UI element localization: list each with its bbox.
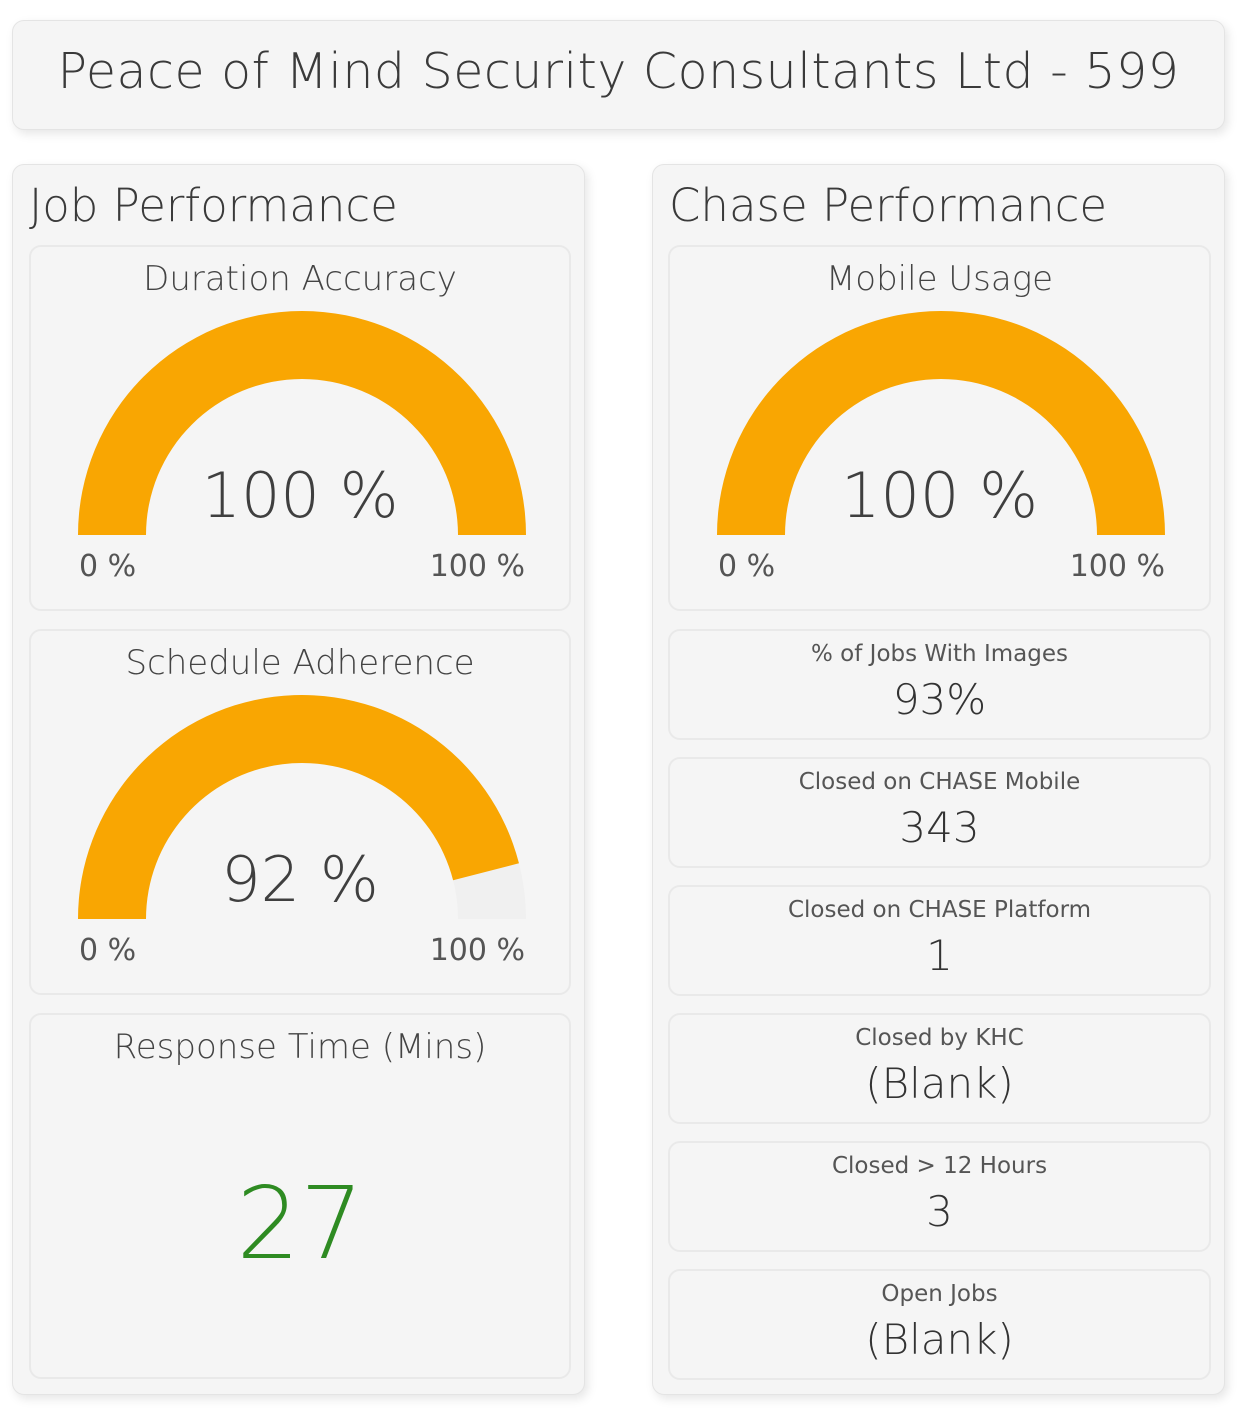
kpi-card-closed-on-chase-mobile[interactable]: Closed on CHASE Mobile 343 — [668, 757, 1211, 868]
chase-performance-title: Chase Performance — [669, 179, 1108, 232]
gauge-fill — [717, 311, 1165, 535]
schedule-adherence-title: Schedule Adherence — [125, 643, 475, 683]
mobile-usage-min-label: 0 % — [718, 549, 776, 584]
schedule-adherence-min-label: 0 % — [79, 933, 137, 968]
kpi-value: (Blank) — [865, 1315, 1014, 1364]
duration-accuracy-title: Duration Accuracy — [143, 259, 457, 299]
mobile-usage-title: Mobile Usage — [825, 259, 1054, 299]
kpi-card-closed-on-chase-platform[interactable]: Closed on CHASE Platform 1 — [668, 885, 1211, 996]
kpi-value: 343 — [899, 803, 980, 852]
response-time-title: Response Time (Mins) — [113, 1027, 487, 1067]
kpi-card-open-jobs[interactable]: Open Jobs (Blank) — [668, 1269, 1211, 1380]
chase-performance-panel: Chase Performance Mobile Usage 100 % 0 %… — [652, 164, 1225, 1395]
kpi-title: Closed by KHC — [855, 1025, 1024, 1051]
kpi-value: (Blank) — [865, 1059, 1014, 1108]
page-title: Peace of Mind Security Consultants Ltd -… — [57, 43, 1180, 100]
schedule-adherence-card[interactable]: Schedule Adherence 92 % 0 % 100 % — [29, 629, 571, 995]
header-card: Peace of Mind Security Consultants Ltd -… — [12, 20, 1225, 130]
kpi-value: 93% — [892, 675, 987, 724]
kpi-value: 3 — [926, 1187, 953, 1236]
duration-accuracy-min-label: 0 % — [79, 549, 137, 584]
response-time-value: 27 — [236, 1165, 364, 1282]
kpi-card-jobs-with-images[interactable]: % of Jobs With Images 93% — [668, 629, 1211, 740]
kpi-title: Closed on CHASE Mobile — [798, 769, 1081, 795]
mobile-usage-value: 100 % — [841, 459, 1038, 532]
kpi-title: Open Jobs — [881, 1281, 998, 1307]
job-performance-panel: Job Performance Duration Accuracy 100 % … — [12, 164, 585, 1395]
response-time-card[interactable]: Response Time (Mins) 27 — [29, 1013, 571, 1379]
schedule-adherence-max-label: 100 % — [429, 933, 525, 968]
mobile-usage-max-label: 100 % — [1069, 549, 1165, 584]
schedule-adherence-value: 92 % — [221, 843, 379, 916]
gauge-fill — [78, 311, 526, 535]
kpi-title: Closed on CHASE Platform — [787, 897, 1092, 923]
duration-accuracy-value: 100 % — [201, 459, 399, 532]
duration-accuracy-max-label: 100 % — [429, 549, 525, 584]
kpi-card-closed-by-khc[interactable]: Closed by KHC (Blank) — [668, 1013, 1211, 1124]
kpi-card-closed-over-12-hours[interactable]: Closed > 12 Hours 3 — [668, 1141, 1211, 1252]
job-performance-title: Job Performance — [29, 179, 398, 232]
schedule-adherence-gauge — [78, 695, 526, 919]
kpi-title: Closed > 12 Hours — [831, 1153, 1048, 1179]
mobile-usage-gauge — [717, 311, 1165, 535]
duration-accuracy-card[interactable]: Duration Accuracy 100 % 0 % 100 % — [29, 245, 571, 611]
duration-accuracy-gauge — [78, 311, 526, 535]
gauge-fill — [78, 695, 519, 919]
mobile-usage-card[interactable]: Mobile Usage 100 % 0 % 100 % — [668, 245, 1211, 611]
kpi-title: % of Jobs With Images — [811, 641, 1068, 667]
kpi-value: 1 — [926, 931, 953, 980]
